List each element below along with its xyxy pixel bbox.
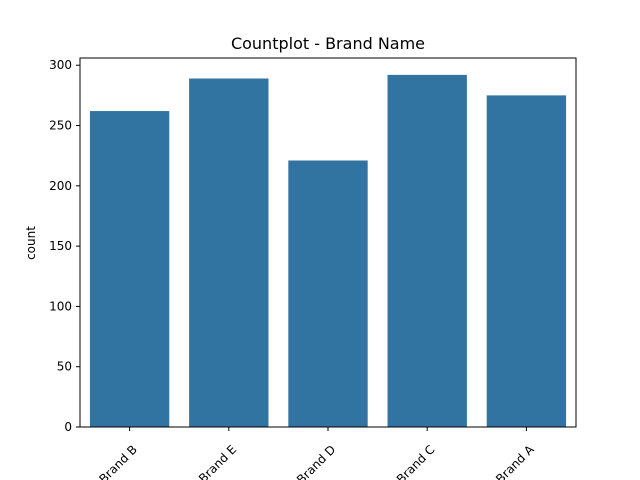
bar-brand-e [189, 78, 269, 427]
x-tick-label: Brand E [196, 442, 239, 480]
bars-group [89, 74, 567, 427]
bar-brand-a [486, 95, 567, 427]
bar-brand-b [89, 111, 170, 427]
bar-brand-c [387, 74, 467, 427]
y-tick-label: 200 [49, 179, 72, 193]
y-ticks-group: 0 50 100 150 200 250 300 [49, 58, 80, 434]
y-tick-label: 100 [49, 299, 72, 313]
x-tick-label: Brand D [294, 442, 338, 480]
bar-brand-d [288, 160, 368, 427]
chart-title: Countplot - Brand Name [231, 34, 425, 53]
x-tick-label: Brand B [96, 442, 140, 480]
x-ticks-group: Brand B Brand E Brand D Brand C Brand A [96, 427, 537, 480]
y-tick-label: 300 [49, 58, 72, 72]
x-tick-label: Brand A [493, 442, 537, 480]
y-tick-label: 0 [64, 420, 72, 434]
y-axis-label: count [24, 226, 38, 260]
x-tick-label: Brand C [394, 442, 438, 480]
y-tick-label: 250 [49, 119, 72, 133]
y-tick-label: 150 [49, 239, 72, 253]
plot-frame [79, 57, 577, 428]
y-tick-label: 50 [57, 360, 72, 374]
